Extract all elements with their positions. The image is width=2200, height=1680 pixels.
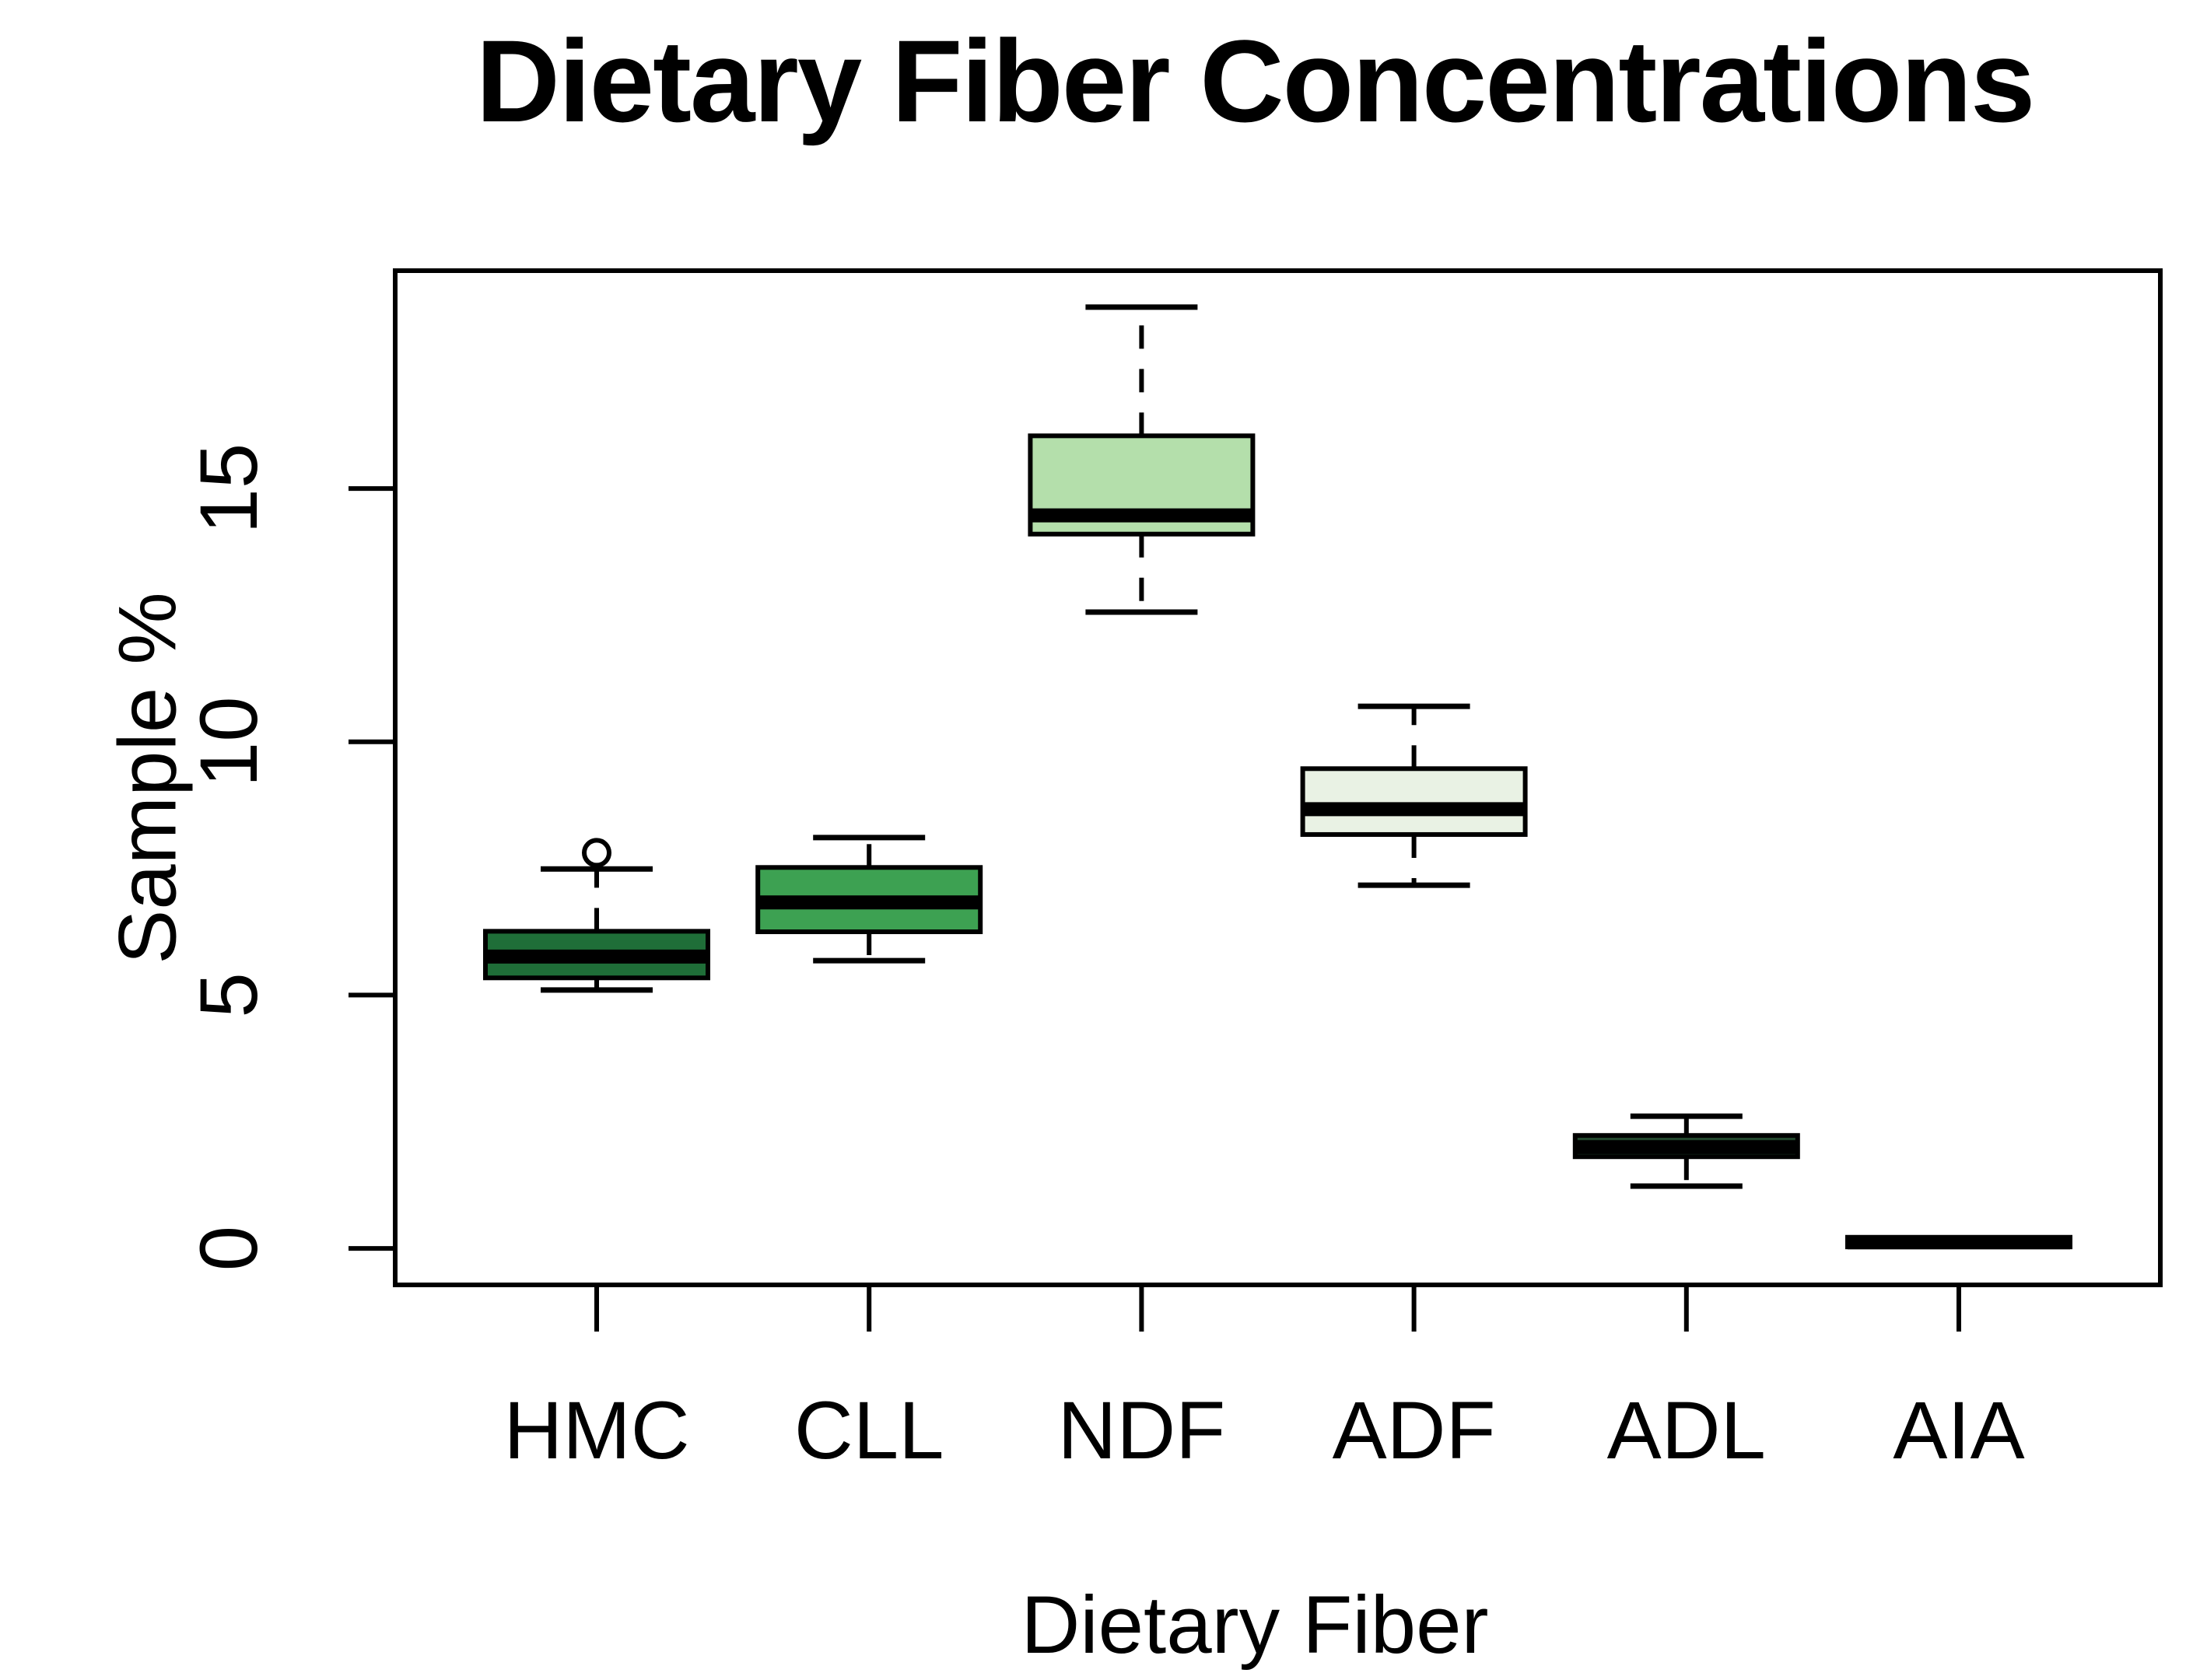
x-axis-label: Dietary Fiber [1021,1580,1489,1671]
y-axis-tick-label: 15 [184,443,275,534]
box-ADF [1300,766,1528,837]
y-axis-tick-label: 10 [184,696,275,787]
outlier-point-HMC [582,838,611,868]
plot-frame [393,268,2163,1287]
category-label: AIA [1893,1385,2024,1476]
category-label: HMC [503,1385,689,1476]
category-label: NDF [1058,1385,1226,1476]
category-label: CLL [794,1385,944,1476]
category-label: ADL [1607,1385,1766,1476]
chart-title: Dietary Fiber Concentrations [475,16,2036,146]
y-axis-tick-label: 0 [184,1226,275,1271]
y-axis-tick-label: 5 [184,972,275,1017]
category-label: ADF [1333,1385,1496,1476]
